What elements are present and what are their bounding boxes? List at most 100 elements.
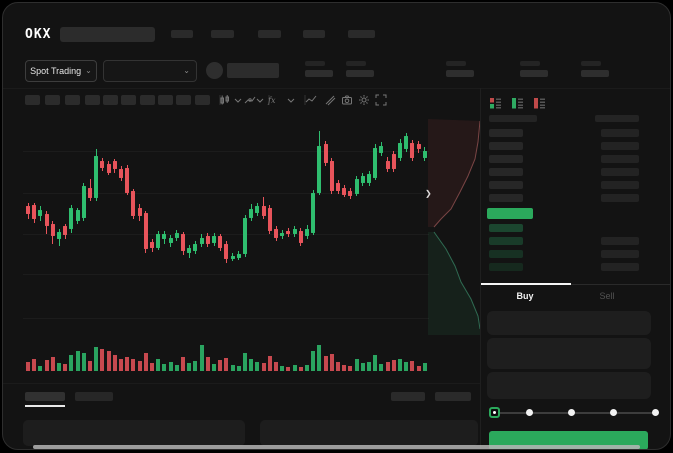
candle-body [391,154,396,169]
slider-step-dot[interactable] [610,409,617,416]
timeframe-button-placeholder[interactable] [158,95,173,105]
volume-bar [137,361,142,371]
buy-submit-button[interactable] [489,431,648,449]
volume-bar [255,362,260,371]
slider-step-dot[interactable] [652,409,659,416]
ask-row-price[interactable] [601,142,639,150]
fullscreen-icon[interactable] [375,94,389,106]
bottom-action-placeholder[interactable] [391,392,425,401]
depth-collapse-icon[interactable]: ❯ [425,189,432,198]
timeframe-button-placeholder[interactable] [121,95,136,105]
volume-bar [236,366,241,371]
slider-step-dot[interactable] [568,409,575,416]
candle-body [125,168,130,193]
volume-bar [119,359,123,371]
bid-row-size[interactable] [489,250,523,258]
stat-label-placeholder [520,61,540,66]
volume-bar [32,359,37,371]
timeframe-button-placeholder[interactable] [65,95,80,105]
ask-row-price[interactable] [601,181,639,189]
bottom-action-placeholder[interactable] [435,392,471,401]
book-asks-icon[interactable] [533,97,546,110]
pair-dropdown[interactable]: ⌄ [103,60,197,82]
volume-bar [230,365,235,371]
candlestick-chart[interactable] [23,109,429,337]
chevron-down-icon: ⌄ [85,66,92,75]
ask-row-size[interactable] [489,129,523,137]
measure-icon[interactable] [324,94,338,106]
stat-value-placeholder [346,70,374,77]
panel-divider [480,88,481,449]
timeframe-button-placeholder[interactable] [103,95,118,105]
ask-row-price[interactable] [601,155,639,163]
settings-gear-icon[interactable] [358,94,372,106]
timeframe-button-placeholder[interactable] [176,95,191,105]
book-bids-icon[interactable] [511,97,524,110]
ask-row-size[interactable] [489,155,523,163]
timeframe-button-placeholder[interactable] [45,95,60,105]
ask-row-size[interactable] [489,181,523,189]
indicators-fx-icon[interactable]: fx [267,94,281,106]
chevron-down-icon[interactable] [233,94,247,106]
candle-body [26,206,30,214]
bid-row-size[interactable] [489,237,523,245]
nav-item-placeholder[interactable] [171,30,193,38]
search-input[interactable] [60,27,155,42]
candle-body [261,206,266,216]
slider-step-dot[interactable] [526,409,533,416]
pair-name-placeholder[interactable] [227,63,279,78]
bid-row-size[interactable] [489,224,523,232]
slider-handle[interactable] [489,407,500,418]
header-divider [3,88,670,89]
ask-row-price[interactable] [601,168,639,176]
volume-bar [199,345,204,371]
market-type-selector[interactable]: Spot Trading ⌄ [25,60,97,82]
timeframe-button-placeholder[interactable] [85,95,100,105]
gridline [23,274,429,275]
screenshot-camera-icon[interactable] [341,94,355,106]
chevron-down-icon[interactable] [255,94,269,106]
volume-bar [261,363,266,371]
orderbook-col-header-right [595,115,639,122]
candle-body [373,148,378,178]
candle-body [212,236,216,243]
volume-bar [218,360,223,371]
bid-row-size[interactable] [489,263,523,271]
nav-item-placeholder[interactable] [348,30,375,38]
order-input-field[interactable] [487,372,651,399]
last-price-bar[interactable] [487,208,533,219]
book-combined-icon[interactable] [489,97,502,110]
tab-sell[interactable]: Sell [599,291,615,301]
bottom-tab-placeholder[interactable] [25,392,65,401]
candle-body [317,146,322,193]
nav-item-placeholder[interactable] [211,30,234,38]
ask-row-size[interactable] [489,168,523,176]
timeframe-button-placeholder[interactable] [140,95,155,105]
ask-row-price[interactable] [601,194,639,202]
volume-bar [81,353,86,371]
tab-buy[interactable]: Buy [516,291,534,301]
nav-item-placeholder[interactable] [303,30,325,38]
volume-bar [212,364,216,371]
chevron-down-icon[interactable] [286,94,300,106]
candle-body [249,209,254,218]
volume-pane [23,337,429,373]
order-input-field[interactable] [487,311,651,335]
ask-row-size[interactable] [489,142,523,150]
ask-row-size[interactable] [489,194,523,202]
order-input-field[interactable] [487,338,651,369]
bid-row-price[interactable] [601,250,639,258]
timeframe-button-placeholder[interactable] [25,95,40,105]
gridline [23,193,429,194]
nav-item-placeholder[interactable] [258,30,281,38]
bottom-tab-placeholder[interactable] [75,392,113,401]
bid-row-price[interactable] [601,263,639,271]
bid-row-price[interactable] [601,237,639,245]
coin-avatar[interactable] [206,62,223,79]
candlestick-style-icon[interactable] [219,94,233,106]
ask-row-price[interactable] [601,129,639,137]
trendline-icon[interactable] [305,94,319,106]
timeframe-button-placeholder[interactable] [195,95,210,105]
candle-body [404,136,409,149]
chart-overlay-icon[interactable] [244,94,258,106]
